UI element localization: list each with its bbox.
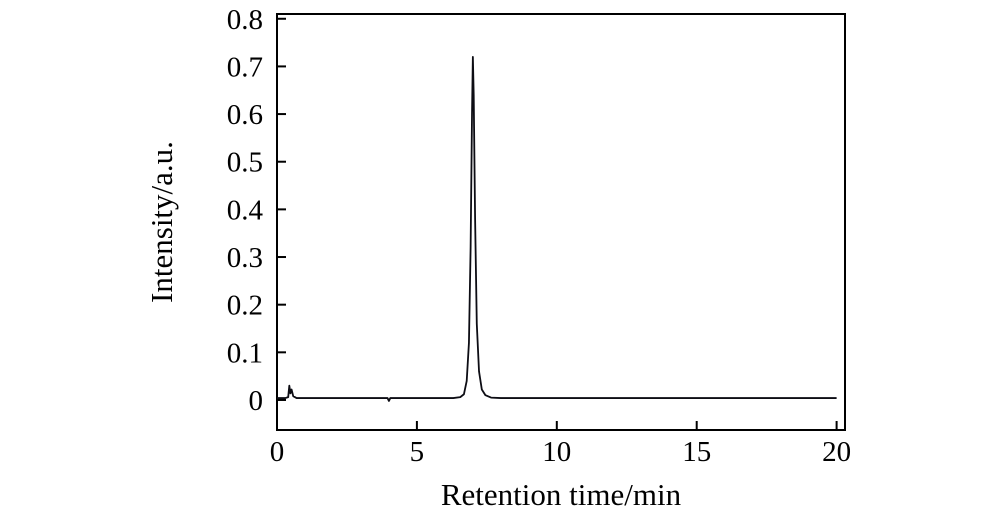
x-tick-label: 5 <box>410 436 425 468</box>
y-tick-label: 0.8 <box>227 4 263 36</box>
chromatogram-trace <box>277 55 837 402</box>
y-tick-label: 0.5 <box>227 147 263 179</box>
y-axis-label: Intensity/a.u. <box>144 141 179 303</box>
y-tick-label: 0.6 <box>227 99 263 131</box>
y-tick-label: 0.4 <box>227 194 264 226</box>
y-axis-tick-labels: 0 0.1 0.2 0.3 0.4 0.5 0.6 0.7 0.8 <box>227 4 264 417</box>
x-tick-label: 10 <box>542 436 571 468</box>
y-tick-label: 0.2 <box>227 290 263 322</box>
x-axis-label: Retention time/min <box>441 477 682 512</box>
y-tick-label: 0.1 <box>227 337 263 369</box>
y-tick-label: 0 <box>249 385 264 417</box>
y-axis-ticks <box>277 17 286 401</box>
x-tick-label: 15 <box>682 436 711 468</box>
y-tick-label: 0.7 <box>227 51 263 83</box>
x-tick-label: 0 <box>270 436 285 468</box>
x-axis-ticks <box>276 421 838 430</box>
y-tick-label: 0.3 <box>227 242 263 274</box>
x-tick-label: 20 <box>822 436 851 468</box>
plot-frame <box>276 13 846 431</box>
x-axis-tick-labels: 0 5 10 15 20 <box>270 436 851 468</box>
